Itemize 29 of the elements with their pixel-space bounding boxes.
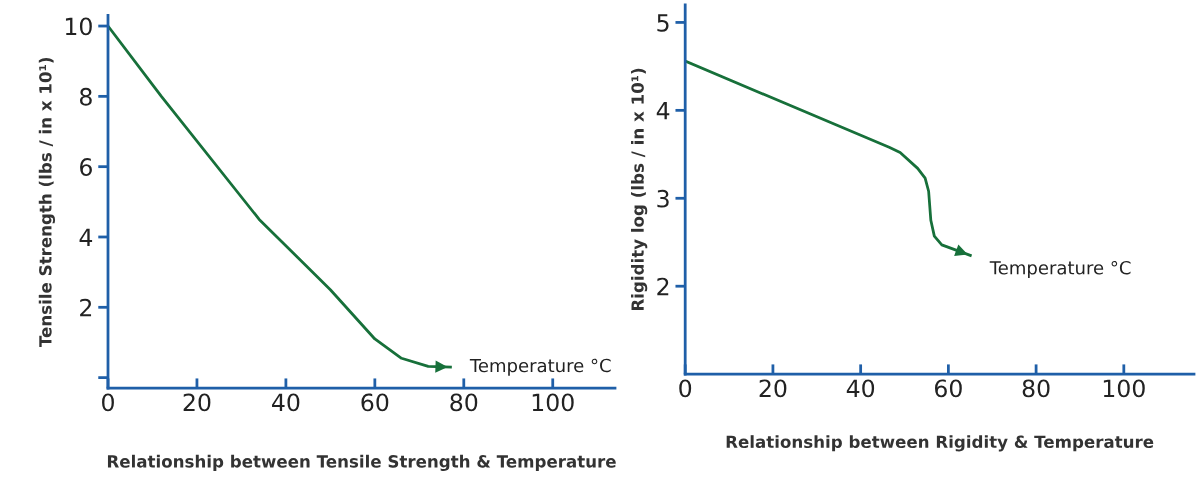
annotation: Temperature °C xyxy=(989,260,1131,279)
y-tick-label: 2 xyxy=(657,277,669,296)
x-axis-title: Relationship between Tensile Strength & Temperature xyxy=(107,454,616,472)
y-tick-label: 2 xyxy=(80,298,92,317)
y-tick-label: 3 xyxy=(657,189,669,208)
x-tick-label: 80 xyxy=(1022,379,1050,398)
y-tick-label: 5 xyxy=(657,14,669,32)
y-tick-label: 10 xyxy=(65,17,92,36)
y-axis-title: Rigidity log (lbs / in x 10¹) xyxy=(631,68,648,311)
y-tick-label: 6 xyxy=(80,158,92,176)
y-tick-label: 4 xyxy=(79,228,93,246)
annotation: Temperature °C xyxy=(469,358,611,376)
x-tick-label: 40 xyxy=(272,393,300,412)
x-tick-label: 20 xyxy=(183,393,211,412)
x-tick-label: 20 xyxy=(759,379,787,398)
x-tick-label: 40 xyxy=(846,379,875,398)
x-tick-label: 100 xyxy=(532,393,574,412)
y-tick-label: 8 xyxy=(80,87,92,106)
x-tick-label: 0 xyxy=(679,379,692,398)
y-axis-title: Tensile Strength (lbs / in x 10¹) xyxy=(38,57,56,348)
line-series xyxy=(685,59,972,257)
x-tick-label: 0 xyxy=(102,393,114,412)
line-series xyxy=(108,24,452,369)
y-tick-label: 4 xyxy=(656,102,670,120)
x-tick-label: 80 xyxy=(450,393,478,412)
x-tick-label: 60 xyxy=(935,379,962,398)
x-tick-label: 100 xyxy=(1103,379,1145,398)
x-axis-title: Relationship between Rigidity & Temperature xyxy=(726,435,1154,452)
x-tick-label: 60 xyxy=(361,393,389,412)
